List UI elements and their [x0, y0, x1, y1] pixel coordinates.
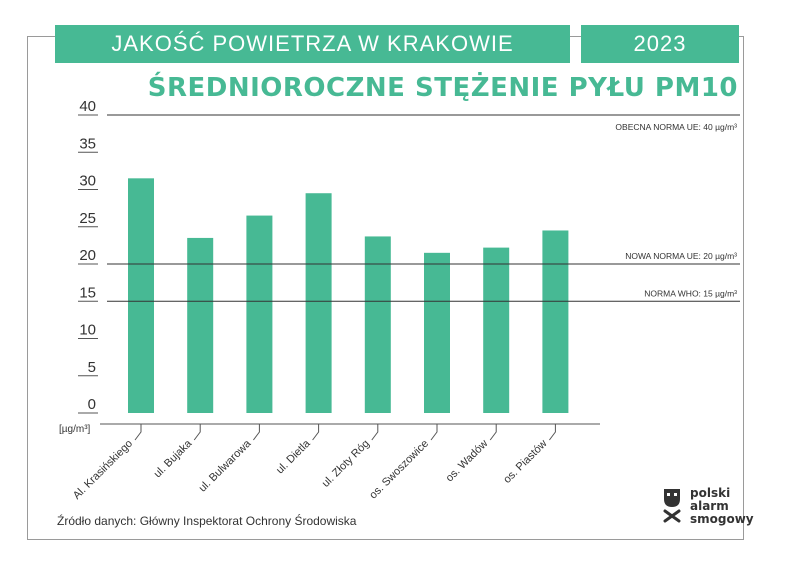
- y-tick-label: 30: [79, 173, 96, 190]
- x-tick-label: os. Piastów: [501, 438, 549, 486]
- logo-text: polski alarm smogowy: [690, 487, 754, 526]
- x-tick-mark: [489, 424, 497, 441]
- x-tick-mark: [371, 424, 379, 441]
- x-tick-mark: [193, 424, 201, 441]
- x-tick-label: ul. Bujaka: [152, 437, 195, 480]
- bar: [246, 215, 273, 413]
- x-tick-mark: [252, 424, 260, 441]
- x-tick-label: Al. Krasińskiego: [71, 438, 135, 502]
- x-tick-mark: [549, 424, 556, 441]
- x-tick-label: os. Swoszowice: [367, 438, 431, 502]
- bar: [424, 252, 450, 413]
- chart-title: JAKOŚĆ POWIETRZA W KRAKOWIE: [111, 31, 514, 56]
- bar: [128, 178, 154, 413]
- logo-line: smogowy: [690, 512, 754, 526]
- x-tick-label: ul. Złoty Róg: [320, 438, 372, 490]
- y-tick-label: 5: [88, 359, 96, 376]
- y-tick-label: 0: [88, 396, 96, 413]
- y-tick-label: 10: [79, 322, 96, 339]
- bar: [542, 230, 569, 413]
- x-tick-label: ul. Bulwarowa: [197, 437, 255, 495]
- title-banner: JAKOŚĆ POWIETRZA W KRAKOWIE: [55, 25, 570, 63]
- reference-line-label: OBECNA NORMA UE: 40 µg/m³: [615, 122, 737, 132]
- bar: [364, 236, 391, 413]
- year-banner: 2023: [581, 25, 739, 63]
- reference-line-label: NOWA NORMA UE: 20 µg/m³: [625, 251, 737, 261]
- y-tick-label: 40: [79, 98, 96, 115]
- x-tick-mark: [430, 424, 438, 441]
- y-tick-label: 25: [79, 210, 96, 227]
- bar: [187, 237, 214, 413]
- x-tick-mark: [312, 424, 320, 441]
- data-source: Źródło danych: Główny Inspektorat Ochron…: [57, 514, 357, 528]
- logo-line: polski: [690, 486, 731, 500]
- reference-line-label: NORMA WHO: 15 µg/m³: [644, 288, 737, 298]
- bar: [483, 247, 510, 413]
- y-tick-label: 35: [79, 135, 96, 152]
- logo-line: alarm: [690, 499, 729, 513]
- y-tick-label: 15: [79, 284, 96, 301]
- chart-year: 2023: [633, 31, 687, 56]
- y-tick-label: 20: [79, 247, 96, 264]
- x-tick-mark: [134, 424, 142, 441]
- x-tick-label: ul. Dietla: [274, 437, 313, 476]
- polski-alarm-smogowy-logo: polski alarm smogowy: [662, 487, 754, 526]
- x-tick-label: os. Wadów: [444, 438, 491, 485]
- bar: [305, 193, 332, 413]
- skull-mask-icon: [663, 489, 681, 523]
- y-axis-unit: [µg/m³]: [59, 424, 91, 435]
- chart-subtitle: ŚREDNIOROCZNE STĘŻENIE PYŁU PM10: [147, 73, 738, 103]
